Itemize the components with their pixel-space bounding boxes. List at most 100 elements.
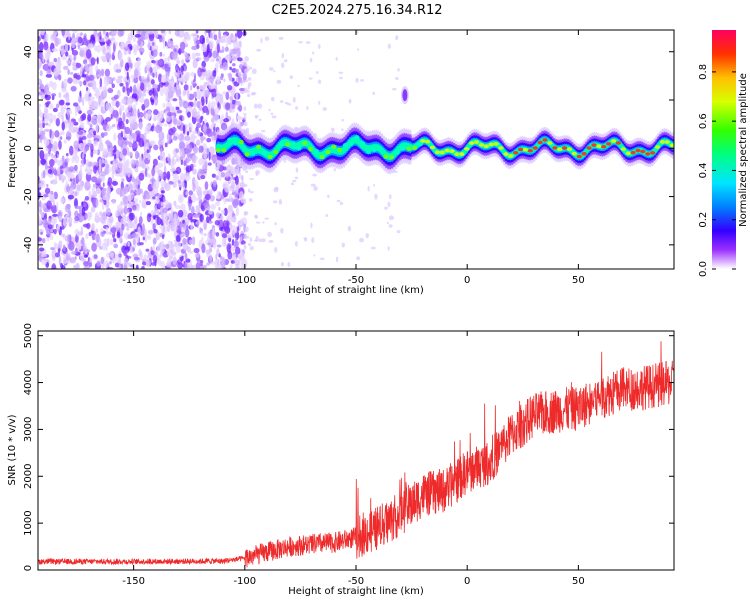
heatmap-cell bbox=[228, 52, 233, 57]
heatmap-cell bbox=[187, 212, 193, 221]
heatmap-cell bbox=[144, 233, 148, 238]
heatmap-cell bbox=[231, 192, 238, 196]
heatmap-cell bbox=[210, 203, 216, 210]
heatmap-cell bbox=[547, 141, 553, 145]
heatmap-cell bbox=[76, 32, 81, 38]
heatmap-cell bbox=[177, 78, 183, 82]
heatmap-cell bbox=[131, 76, 134, 84]
heatmap-cell bbox=[281, 52, 285, 59]
heatmap-cell bbox=[186, 258, 191, 263]
heatmap-cell bbox=[148, 32, 155, 42]
heatmap-cell bbox=[341, 128, 344, 131]
heatmap-cell bbox=[238, 40, 242, 48]
heatmap-cell bbox=[373, 184, 376, 187]
heatmap-cell bbox=[60, 105, 64, 112]
heatmap-cell bbox=[117, 137, 124, 147]
heatmap-cell bbox=[52, 200, 55, 207]
heatmap-cell bbox=[313, 149, 319, 154]
heatmap-cell bbox=[123, 186, 127, 195]
heatmap-cell bbox=[503, 152, 509, 156]
heatmap-cell bbox=[50, 247, 55, 251]
heatmap-cell bbox=[190, 71, 195, 77]
heatmap-cell bbox=[164, 57, 168, 63]
heatmap-cell bbox=[143, 98, 150, 108]
heatmap-cell bbox=[232, 140, 238, 146]
heatmap-cell bbox=[200, 43, 208, 53]
heatmap-cell bbox=[127, 262, 132, 268]
heatmap-cell bbox=[94, 149, 99, 155]
heatmap-cell bbox=[55, 64, 61, 73]
heatmap-cell bbox=[38, 91, 43, 96]
heatmap-cell bbox=[211, 115, 215, 125]
heatmap-cell bbox=[294, 240, 298, 247]
heatmap-cell bbox=[68, 216, 73, 225]
heatmap-cell bbox=[137, 112, 144, 118]
heatmap-cell bbox=[239, 181, 245, 189]
heatmap-cell bbox=[206, 216, 210, 224]
heatmap-cell bbox=[104, 68, 111, 77]
heatmap-cell bbox=[140, 251, 143, 261]
heatmap-cell bbox=[315, 71, 319, 74]
heatmap-cell bbox=[164, 182, 171, 192]
heatmap-cell bbox=[111, 37, 115, 41]
heatmap-cell bbox=[557, 147, 563, 152]
x-tick-label: -100 bbox=[233, 576, 256, 587]
heatmap-cell bbox=[169, 255, 173, 259]
heatmap-cell bbox=[60, 55, 68, 61]
heatmap-cell bbox=[160, 201, 163, 207]
heatmap-cell bbox=[206, 262, 211, 266]
heatmap-cell bbox=[132, 34, 136, 43]
heatmap-cell bbox=[51, 130, 55, 139]
heatmap-cell bbox=[152, 41, 155, 46]
heatmap-cell bbox=[606, 142, 612, 146]
heatmap-cell bbox=[213, 113, 220, 123]
heatmap-cell bbox=[212, 227, 215, 237]
heatmap-cell bbox=[205, 95, 208, 105]
heatmap-cell bbox=[226, 244, 231, 253]
heatmap-cell bbox=[319, 257, 325, 261]
heatmap-cell bbox=[106, 252, 110, 258]
heatmap-cell bbox=[234, 246, 241, 255]
heatmap-cell bbox=[377, 146, 383, 152]
heatmap-cell bbox=[47, 169, 53, 174]
heatmap-cell bbox=[267, 154, 273, 160]
heatmap-cell bbox=[202, 123, 207, 132]
heatmap-cell bbox=[306, 105, 309, 110]
heatmap-cell bbox=[138, 30, 141, 36]
heatmap-cell bbox=[81, 236, 85, 247]
heatmap-cell bbox=[51, 215, 58, 225]
heatmap-cell bbox=[178, 197, 182, 201]
heatmap-cell bbox=[147, 153, 151, 161]
heatmap-cell bbox=[185, 144, 193, 153]
heatmap-cell bbox=[222, 62, 229, 71]
y-tick-label: -40 bbox=[23, 237, 34, 253]
heatmap-cell bbox=[175, 67, 180, 71]
heatmap-cell bbox=[248, 188, 251, 193]
heatmap-cell bbox=[187, 111, 191, 118]
heatmap-cell bbox=[159, 126, 163, 132]
heatmap-cell bbox=[197, 190, 203, 201]
heatmap-cell bbox=[139, 47, 145, 54]
heatmap-cell bbox=[198, 84, 204, 90]
snr-x-label: Height of straight line (km) bbox=[288, 586, 424, 597]
chart-title: C2E5.2024.275.16.34.R12 bbox=[271, 3, 442, 18]
heatmap-cell bbox=[83, 35, 87, 42]
heatmap-cell bbox=[172, 170, 179, 175]
heatmap-cell bbox=[178, 47, 182, 55]
heatmap-cell bbox=[185, 34, 191, 41]
heatmap-cell bbox=[112, 77, 116, 81]
heatmap-cell bbox=[60, 197, 65, 204]
heatmap-cell bbox=[38, 36, 41, 42]
heatmap-cell bbox=[127, 37, 133, 41]
heatmap-cell bbox=[122, 112, 126, 123]
heatmap-cell bbox=[222, 91, 227, 95]
heatmap-cell bbox=[51, 93, 57, 97]
heatmap-cell bbox=[387, 43, 391, 49]
heatmap-cell bbox=[185, 219, 191, 223]
heatmap-cell bbox=[243, 106, 247, 111]
heatmap-cell bbox=[45, 152, 52, 158]
heatmap-cell bbox=[54, 252, 61, 258]
heatmap-cell bbox=[173, 48, 177, 53]
heatmap-cell bbox=[95, 123, 99, 133]
heatmap-cell bbox=[141, 261, 147, 266]
